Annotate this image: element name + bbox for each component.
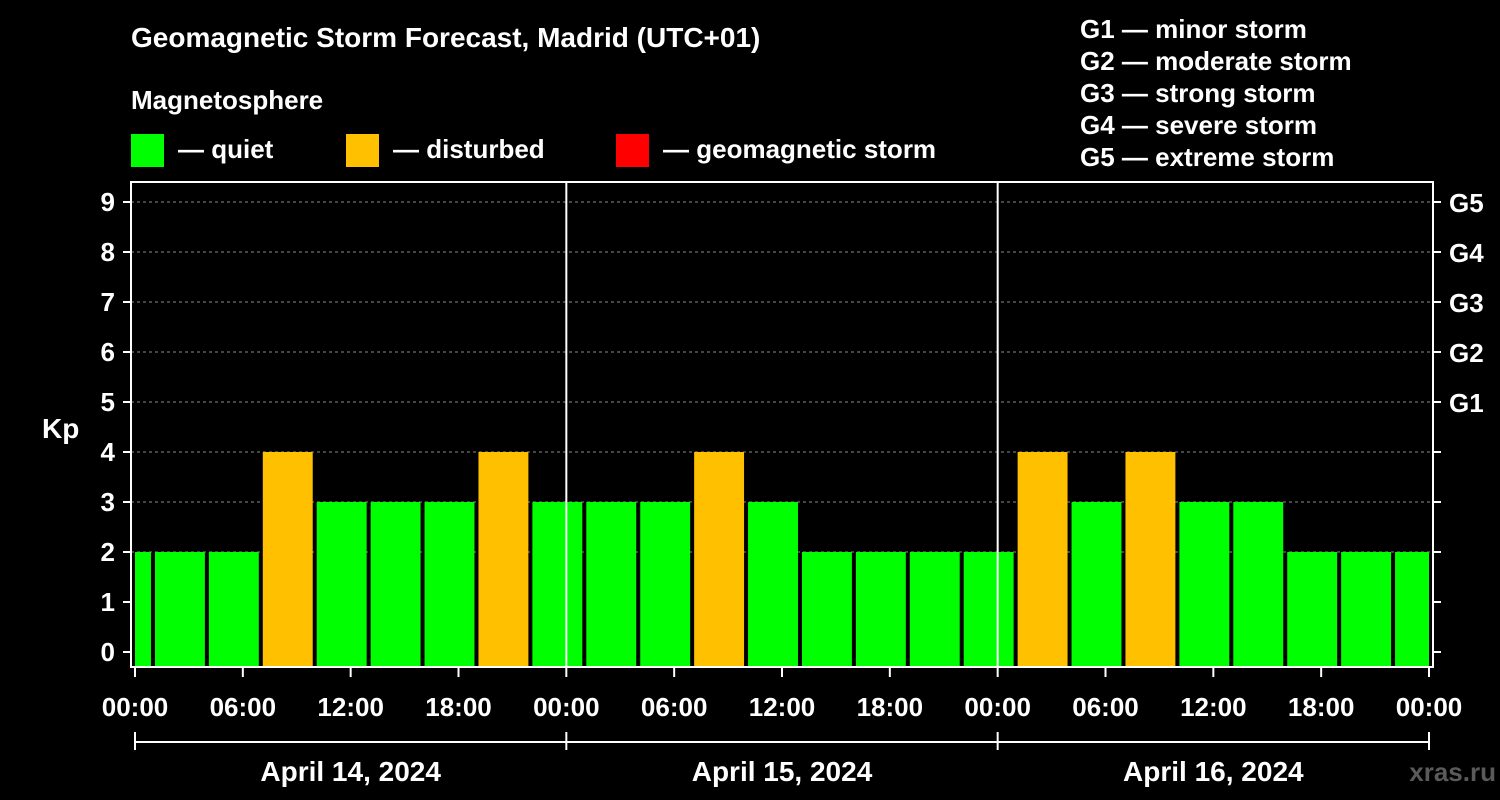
right-axis-label-g4: G4: [1449, 238, 1484, 268]
bar-2: [208, 552, 259, 667]
storm-level-g2: G2 — moderate storm: [1080, 46, 1352, 76]
x-tick-label-5: 06:00: [641, 692, 708, 722]
x-tick-label-11: 18:00: [1288, 692, 1355, 722]
bar-7: [478, 452, 529, 667]
y-tick-label-0: 0: [101, 637, 115, 667]
y-tick-label-9: 9: [101, 187, 115, 217]
bar-0: [135, 552, 151, 667]
x-tick-label-2: 12:00: [317, 692, 384, 722]
legend-swatch-disturbed: [346, 134, 379, 167]
storm-level-g1: G1 — minor storm: [1080, 14, 1307, 44]
x-tick-label-9: 06:00: [1072, 692, 1139, 722]
bar-18: [1071, 502, 1122, 667]
bar-19: [1125, 452, 1176, 667]
y-tick-label-7: 7: [101, 287, 115, 317]
bar-1: [154, 552, 205, 667]
bar-10: [640, 502, 691, 667]
bar-17: [1017, 452, 1068, 667]
legend-label-quiet: — quiet: [178, 134, 274, 164]
bar-15: [909, 552, 960, 667]
y-tick-label-8: 8: [101, 237, 115, 267]
right-axis-label-g3: G3: [1449, 288, 1484, 318]
legend-label-disturbed: — disturbed: [393, 134, 545, 164]
right-axis-label-g5: G5: [1449, 188, 1484, 218]
bar-14: [855, 552, 906, 667]
chart-subtitle: Magnetosphere: [131, 85, 324, 115]
x-tick-label-4: 00:00: [533, 692, 600, 722]
bar-16: [963, 552, 1014, 667]
legend-swatch-storm: [616, 134, 649, 167]
storm-level-g5: G5 — extreme storm: [1080, 142, 1335, 172]
bar-22: [1287, 552, 1338, 667]
bar-11: [694, 452, 745, 667]
x-tick-label-12: 00:00: [1396, 692, 1463, 722]
y-axis-label: Kp: [42, 413, 79, 444]
bar-21: [1233, 502, 1284, 667]
day-label-0: April 14, 2024: [260, 756, 441, 787]
bar-23: [1341, 552, 1392, 667]
bar-6: [424, 502, 475, 667]
x-tick-label-3: 18:00: [425, 692, 492, 722]
x-tick-label-1: 06:00: [210, 692, 277, 722]
bar-5: [370, 502, 421, 667]
y-tick-label-4: 4: [101, 437, 116, 467]
bar-12: [748, 502, 798, 667]
storm-level-g3: G3 — strong storm: [1080, 78, 1316, 108]
y-tick-label-2: 2: [101, 537, 115, 567]
y-tick-label-1: 1: [101, 587, 115, 617]
y-tick-label-3: 3: [101, 487, 115, 517]
bar-4: [316, 502, 367, 667]
y-tick-label-5: 5: [101, 387, 115, 417]
y-tick-label-6: 6: [101, 337, 115, 367]
bar-13: [801, 552, 852, 667]
storm-level-g4: G4 — severe storm: [1080, 110, 1318, 140]
x-tick-label-0: 00:00: [102, 692, 169, 722]
bar-8: [532, 502, 583, 667]
x-tick-label-6: 12:00: [749, 692, 816, 722]
bar-24: [1395, 552, 1429, 667]
legend-label-storm: — geomagnetic storm: [663, 134, 937, 164]
day-label-1: April 15, 2024: [692, 756, 873, 787]
bar-20: [1179, 502, 1230, 667]
x-tick-label-10: 12:00: [1180, 692, 1247, 722]
x-tick-label-7: 18:00: [857, 692, 924, 722]
watermark: xras.ru: [1409, 757, 1496, 787]
day-label-2: April 16, 2024: [1123, 756, 1304, 787]
bar-9: [586, 502, 637, 667]
x-tick-label-8: 00:00: [964, 692, 1031, 722]
legend-swatch-quiet: [131, 134, 164, 167]
chart-title: Geomagnetic Storm Forecast, Madrid (UTC+…: [131, 22, 761, 53]
right-axis-label-g2: G2: [1449, 338, 1484, 368]
right-axis-label-g1: G1: [1449, 388, 1484, 418]
bar-3: [262, 452, 313, 667]
